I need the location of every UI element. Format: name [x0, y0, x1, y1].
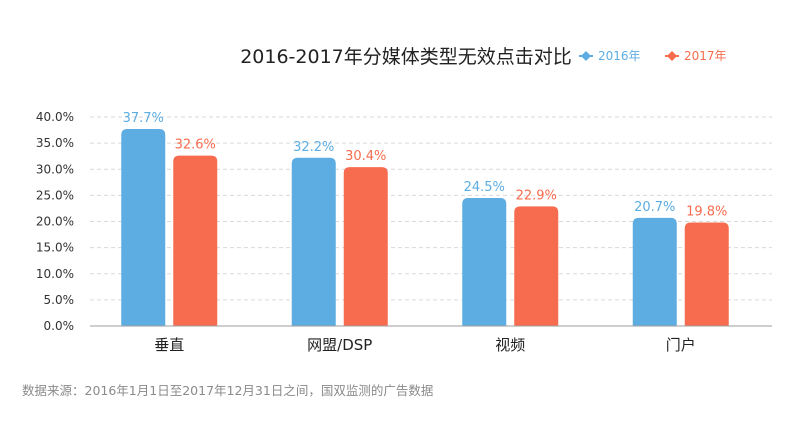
- data-label: 30.4%: [345, 149, 386, 164]
- data-label: 20.7%: [634, 200, 675, 215]
- x-axis: 垂直 网盟/DSP 视频 门户: [90, 325, 772, 354]
- y-tick-label: 30.0%: [36, 162, 74, 176]
- x-category-label: 垂直: [154, 336, 184, 354]
- y-tick-label: 35.0%: [36, 136, 74, 150]
- bar-2017: [514, 206, 559, 326]
- legend-diamond-icon: [581, 51, 591, 61]
- legend: 2016年 2017年: [579, 49, 727, 63]
- data-label: 32.6%: [175, 138, 216, 153]
- bar-2017: [173, 155, 218, 326]
- bar-2016: [121, 129, 166, 326]
- y-axis: 0.0% 5.0% 10.0% 15.0% 20.0% 25.0% 30.0% 35.0% 40…: [36, 110, 74, 333]
- legend-label: 2017年: [684, 49, 727, 63]
- y-tick-label: 40.0%: [36, 110, 74, 124]
- bars: [121, 129, 729, 326]
- data-label: 24.5%: [464, 180, 505, 195]
- y-tick-label: 15.0%: [36, 241, 74, 255]
- data-label: 19.8%: [686, 205, 727, 220]
- bar-2017: [684, 222, 729, 326]
- data-label: 32.2%: [293, 140, 334, 155]
- legend-diamond-icon: [667, 51, 677, 61]
- data-label: 22.9%: [516, 188, 557, 203]
- x-category-label: 门户: [666, 336, 696, 354]
- y-tick-label: 10.0%: [36, 267, 74, 281]
- x-category-label: 视频: [495, 336, 525, 354]
- source-note: 数据来源：2016年1月1日至2017年12月31日之间，国双监测的广告数据: [22, 383, 433, 398]
- chart-title: 2016-2017年分媒体类型无效点击对比: [240, 46, 572, 68]
- bar-2016: [462, 197, 507, 326]
- bar-2017: [343, 167, 388, 326]
- y-tick-label: 0.0%: [44, 319, 75, 333]
- x-category-label: 网盟/DSP: [307, 336, 372, 354]
- y-tick-label: 20.0%: [36, 215, 74, 229]
- y-tick-label: 25.0%: [36, 188, 74, 202]
- y-tick-label: 5.0%: [44, 293, 75, 307]
- legend-label: 2016年: [598, 49, 641, 63]
- data-labels: 37.7% 32.6% 32.2% 30.4% 24.5% 22.9% 20.7% 19.8%: [123, 111, 728, 220]
- data-label: 37.7%: [123, 111, 164, 126]
- bar-2016: [632, 217, 677, 326]
- bar-2016: [291, 157, 336, 326]
